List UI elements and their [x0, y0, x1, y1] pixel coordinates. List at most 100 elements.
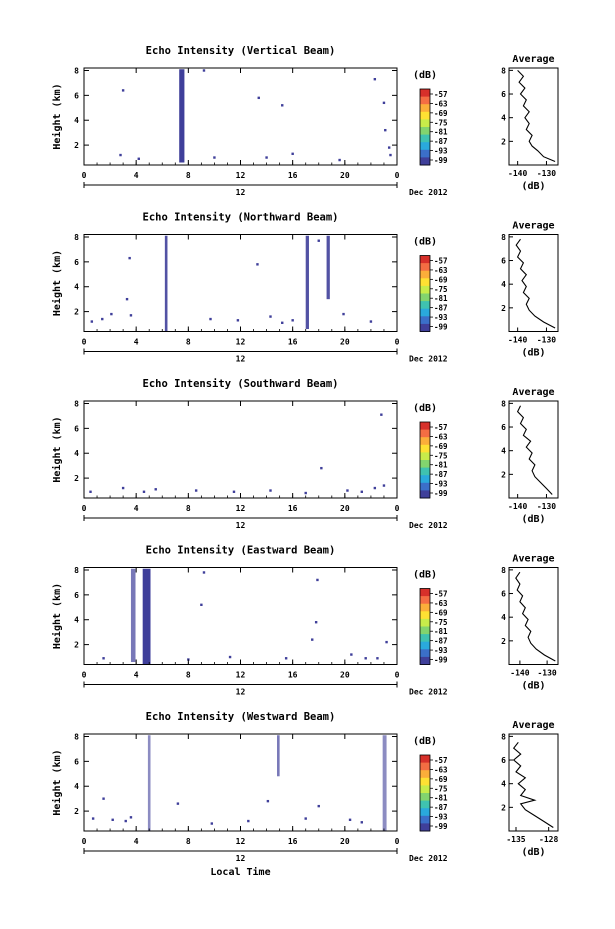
- colorbar-cell: [420, 793, 430, 802]
- plot-frame: [83, 67, 398, 166]
- echo-point: [316, 578, 319, 582]
- x-tick-label: 12: [236, 671, 246, 680]
- x-tick-label: 4: [134, 837, 139, 846]
- colorbar-cell: [420, 626, 430, 635]
- colorbar-cell: [420, 785, 430, 794]
- echo-point: [369, 320, 373, 323]
- x-tick-label: 20: [340, 671, 350, 680]
- colorbar-tick-label: -57: [434, 756, 448, 765]
- panel-4: Echo Intensity (Westward Beam) 0 4 8 12 16 20 0…: [51, 711, 559, 863]
- colorbar-cell: [420, 475, 430, 484]
- x-tick-label: 8: [186, 338, 191, 347]
- colorbar-cell: [420, 285, 430, 294]
- echo-point: [348, 818, 352, 822]
- plot-frame: [83, 400, 398, 499]
- colorbar-tick-label: -87: [434, 470, 448, 479]
- x-axis-label: Local Time: [210, 866, 270, 878]
- echo-column: [305, 235, 309, 330]
- y-tick-label: 8: [74, 66, 79, 75]
- colorbar-cell: [420, 770, 430, 779]
- colorbar-cell: [420, 134, 430, 143]
- colorbar-tick-label: -81: [434, 794, 448, 803]
- colorbar-unit: (dB): [413, 736, 437, 747]
- echo-point: [291, 152, 294, 156]
- colorbar-cell: [420, 800, 430, 809]
- echo-point: [110, 312, 113, 316]
- colorbar-tick-label: -87: [434, 304, 448, 313]
- average-x-label: (dB): [521, 847, 545, 858]
- colorbar-cell: [420, 618, 430, 627]
- echo-point: [101, 317, 104, 321]
- x-tick-label: 16: [288, 504, 298, 513]
- echo-point: [154, 488, 157, 491]
- echo-point: [317, 804, 320, 808]
- average-profile: Average 2 4 6 8 -140 -130 (dB): [501, 387, 559, 525]
- average-y-tick-label: 8: [501, 233, 506, 242]
- x-tick-label: 0: [82, 671, 87, 680]
- echo-point: [266, 799, 270, 803]
- echo-point: [360, 821, 363, 824]
- colorbar-tick-label: -81: [434, 627, 448, 636]
- average-x-tick-label: -130: [537, 169, 556, 178]
- x-tick-label: 8: [186, 837, 191, 846]
- colorbar-tick-label: -93: [434, 147, 448, 156]
- colorbar-tick-label: -63: [434, 432, 448, 441]
- average-x-tick-label: -130: [537, 336, 556, 345]
- x-tick-label: 16: [288, 338, 298, 347]
- echo-point: [346, 489, 349, 492]
- x-tick-label: 0: [82, 338, 87, 347]
- colorbar-cell: [420, 293, 430, 302]
- colorbar-tick-label: -99: [434, 489, 448, 498]
- panel-3: Echo Intensity (Eastward Beam) 0 4 8 12 16 20 0…: [51, 545, 559, 697]
- colorbar-cell: [420, 815, 430, 824]
- average-x-label: (dB): [521, 681, 545, 692]
- x-tick-label: 0: [82, 171, 87, 180]
- colorbar-tick-label: -57: [434, 90, 448, 99]
- x-tick-label: 0: [395, 837, 400, 846]
- echo-point: [121, 486, 125, 490]
- echo-column: [130, 568, 136, 663]
- colorbar-cell: [420, 588, 430, 597]
- average-y-tick-label: 6: [501, 756, 506, 765]
- average-y-tick-label: 2: [501, 470, 506, 479]
- y-tick-label: 4: [74, 616, 79, 625]
- average-y-tick-label: 2: [501, 304, 506, 313]
- colorbar-frame: [419, 588, 431, 665]
- x-tick-label: 20: [340, 837, 350, 846]
- plot-frame: [83, 234, 398, 332]
- x-tick-label: 4: [134, 171, 139, 180]
- colorbar-tick-label: -99: [434, 822, 448, 831]
- y-axis-label: Height (km): [51, 83, 63, 149]
- echo-column: [382, 735, 387, 831]
- average-x-tick-label: -128: [539, 835, 558, 844]
- echo-point: [385, 640, 388, 644]
- average-frame: [508, 234, 559, 332]
- panel-title: Echo Intensity (Westward Beam): [146, 711, 336, 723]
- x-tick-label: 12: [236, 338, 246, 347]
- average-y-tick-label: 4: [501, 447, 506, 456]
- colorbar-tick-label: -75: [434, 618, 448, 627]
- echo-point: [121, 89, 125, 92]
- echo-point: [269, 489, 272, 492]
- echo-point: [202, 69, 206, 72]
- echo-point: [129, 314, 133, 317]
- average-x-tick-label: -140: [510, 669, 529, 678]
- y-axis-label: Height (km): [51, 416, 63, 482]
- colorbar-tick-label: -63: [434, 266, 448, 275]
- colorbar-cell: [420, 255, 430, 264]
- average-profile: Average 2 4 6 8 -140 -130 (dB): [501, 221, 559, 359]
- y-tick-label: 4: [74, 283, 79, 292]
- colorbar-cell: [420, 104, 430, 113]
- y-tick-label: 2: [74, 474, 79, 483]
- echo-point: [284, 657, 288, 660]
- average-title: Average: [512, 720, 554, 731]
- colorbar-cell: [420, 823, 430, 832]
- echo-point: [265, 156, 268, 159]
- panel-2: Echo Intensity (Southward Beam)0 4 8 12 16 20…: [51, 378, 559, 530]
- average-frame: [508, 567, 559, 665]
- average-x-tick-label: -140: [508, 169, 527, 178]
- echo-point: [91, 817, 95, 820]
- colorbar-tick-label: -99: [434, 656, 448, 665]
- colorbar-tick-label: -69: [434, 608, 448, 617]
- average-x-tick-label: -140: [508, 336, 527, 345]
